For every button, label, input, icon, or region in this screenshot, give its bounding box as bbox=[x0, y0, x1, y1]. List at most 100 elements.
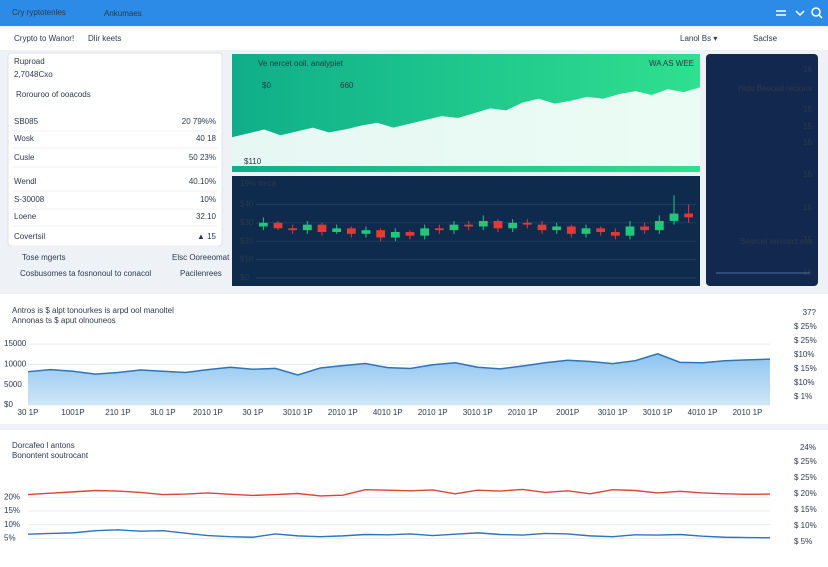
candle-body bbox=[537, 224, 547, 231]
link[interactable]: Elsc Ooreeomat bbox=[172, 253, 230, 262]
side-label: $ 10% bbox=[794, 521, 817, 530]
side-label: $ 15% bbox=[794, 364, 817, 373]
x-tick-label: 2010 1P bbox=[328, 408, 358, 417]
x-tick-label: 3010 1P bbox=[283, 408, 313, 417]
panel-value: 15 bbox=[803, 105, 812, 114]
y-tick-label: 5% bbox=[4, 533, 16, 542]
candle-body bbox=[449, 224, 459, 231]
x-tick-label: 4010 1P bbox=[373, 408, 403, 417]
side-label: $ 15% bbox=[794, 505, 817, 514]
candle-body bbox=[317, 224, 327, 232]
row-value: 40.10% bbox=[189, 177, 216, 186]
row-name: Wendl bbox=[14, 177, 37, 186]
y-tick-label: $20 bbox=[240, 236, 254, 245]
x-tick-label: 4010 1P bbox=[688, 408, 718, 417]
line-series bbox=[27, 529, 771, 539]
toolbar-item[interactable]: Lanol Bs ▾ bbox=[680, 34, 717, 43]
candle-body bbox=[610, 232, 620, 236]
y-tick-label: $30 bbox=[240, 218, 254, 227]
candle-body bbox=[258, 222, 268, 227]
candle-body bbox=[625, 226, 635, 236]
panel-value: 15 bbox=[803, 122, 812, 131]
stat: 660 bbox=[340, 81, 354, 90]
y-tick-label: $40 bbox=[240, 200, 254, 209]
row-value: 50 23% bbox=[189, 153, 216, 162]
row-value: 10% bbox=[200, 195, 216, 204]
candle-body bbox=[566, 226, 576, 234]
y-tick-label: $0 bbox=[4, 400, 13, 409]
y-tick-label: 10% bbox=[4, 520, 20, 529]
stat-label: $110 bbox=[244, 157, 262, 166]
side-label: $ 20% bbox=[794, 489, 817, 498]
top-icons[interactable] bbox=[776, 7, 823, 19]
x-tick-label: 2010 1P bbox=[418, 408, 448, 417]
candle-body bbox=[376, 230, 386, 238]
candle-body bbox=[552, 226, 562, 231]
y-tick-label: 15% bbox=[4, 506, 20, 515]
candle-body bbox=[493, 220, 503, 229]
toolbar-item[interactable]: Saclse bbox=[753, 34, 778, 43]
candle-body bbox=[288, 228, 298, 231]
y-tick-label: $10 bbox=[240, 255, 254, 264]
candle-body bbox=[654, 220, 664, 231]
candle-body bbox=[390, 232, 400, 238]
row-value: 32.10 bbox=[196, 212, 217, 221]
x-tick-label: 30 1P bbox=[242, 408, 263, 417]
x-tick-label: 2001P bbox=[556, 408, 579, 417]
candle-body bbox=[508, 222, 518, 229]
link[interactable]: Tose mgerts bbox=[22, 253, 66, 262]
app-title: Cry ryptotenles bbox=[12, 8, 66, 17]
y-tick-label: 5000 bbox=[4, 380, 22, 389]
candle-body bbox=[346, 228, 356, 234]
candle-body bbox=[405, 232, 415, 236]
candle-body bbox=[361, 230, 371, 234]
toolbar-item[interactable]: Crypto to Wanor! bbox=[14, 34, 74, 43]
side-label: $ 5% bbox=[794, 537, 812, 546]
toolbar-item[interactable]: Dlir keets bbox=[88, 34, 121, 43]
footer-link[interactable]: Cosbusomes ta fosnonoul to conacol bbox=[20, 269, 151, 278]
row-name: SB085 bbox=[14, 117, 39, 126]
side-panel bbox=[706, 54, 818, 286]
highlight: 37? bbox=[803, 308, 817, 317]
x-tick-label: 3010 1P bbox=[643, 408, 673, 417]
chart-subtitle: Bonontent soutrocant bbox=[12, 451, 89, 460]
area-line bbox=[27, 353, 771, 376]
candle-body bbox=[522, 222, 532, 225]
nav-tab[interactable]: Ankumaes bbox=[104, 9, 142, 18]
top-bar bbox=[0, 0, 828, 26]
x-tick-label: 3010 1P bbox=[598, 408, 628, 417]
candle-body bbox=[596, 228, 606, 232]
chart-title: Antros is $ alpt tonourkes is arpd ool m… bbox=[12, 306, 174, 315]
row-name: Cusle bbox=[14, 153, 35, 162]
highlight: 24% bbox=[800, 443, 816, 452]
y-tick-label: $0 bbox=[240, 273, 249, 282]
panel-value: 15 bbox=[803, 235, 812, 244]
candle-body bbox=[464, 224, 474, 227]
y-tick-label: 15000 bbox=[4, 339, 27, 348]
x-tick-label: 3L0 1P bbox=[150, 408, 175, 417]
section-title: Rorouroo of ooacods bbox=[16, 90, 91, 99]
chart-title: 19% tnrca bbox=[240, 179, 277, 188]
footer-link[interactable]: Pacilenrees bbox=[180, 269, 222, 278]
side-label: $ 25% bbox=[794, 336, 817, 345]
stat: $0 bbox=[262, 81, 271, 90]
row-value: 40 18 bbox=[196, 134, 217, 143]
panel-value: 16 bbox=[803, 65, 812, 74]
row-value: 20 79%% bbox=[182, 117, 216, 126]
badge: WA AS WEE bbox=[649, 59, 694, 68]
row-name: S-30008 bbox=[14, 195, 45, 204]
candle-body bbox=[669, 213, 679, 221]
side-label: $ 25% bbox=[794, 473, 817, 482]
side-label: $ 1% bbox=[794, 392, 812, 401]
y-tick-label: 10000 bbox=[4, 359, 27, 368]
candle-body bbox=[420, 228, 430, 236]
candle-panel bbox=[232, 176, 700, 286]
x-tick-label: 3010 1P bbox=[463, 408, 493, 417]
x-tick-label: 2010 1P bbox=[733, 408, 763, 417]
panel-value: 16 bbox=[803, 170, 812, 179]
candle-body bbox=[640, 226, 650, 231]
y-tick-label: 20% bbox=[4, 492, 20, 501]
panel-footer: Searcel rersosct ess bbox=[740, 237, 812, 246]
side-label: $10% bbox=[794, 350, 814, 359]
